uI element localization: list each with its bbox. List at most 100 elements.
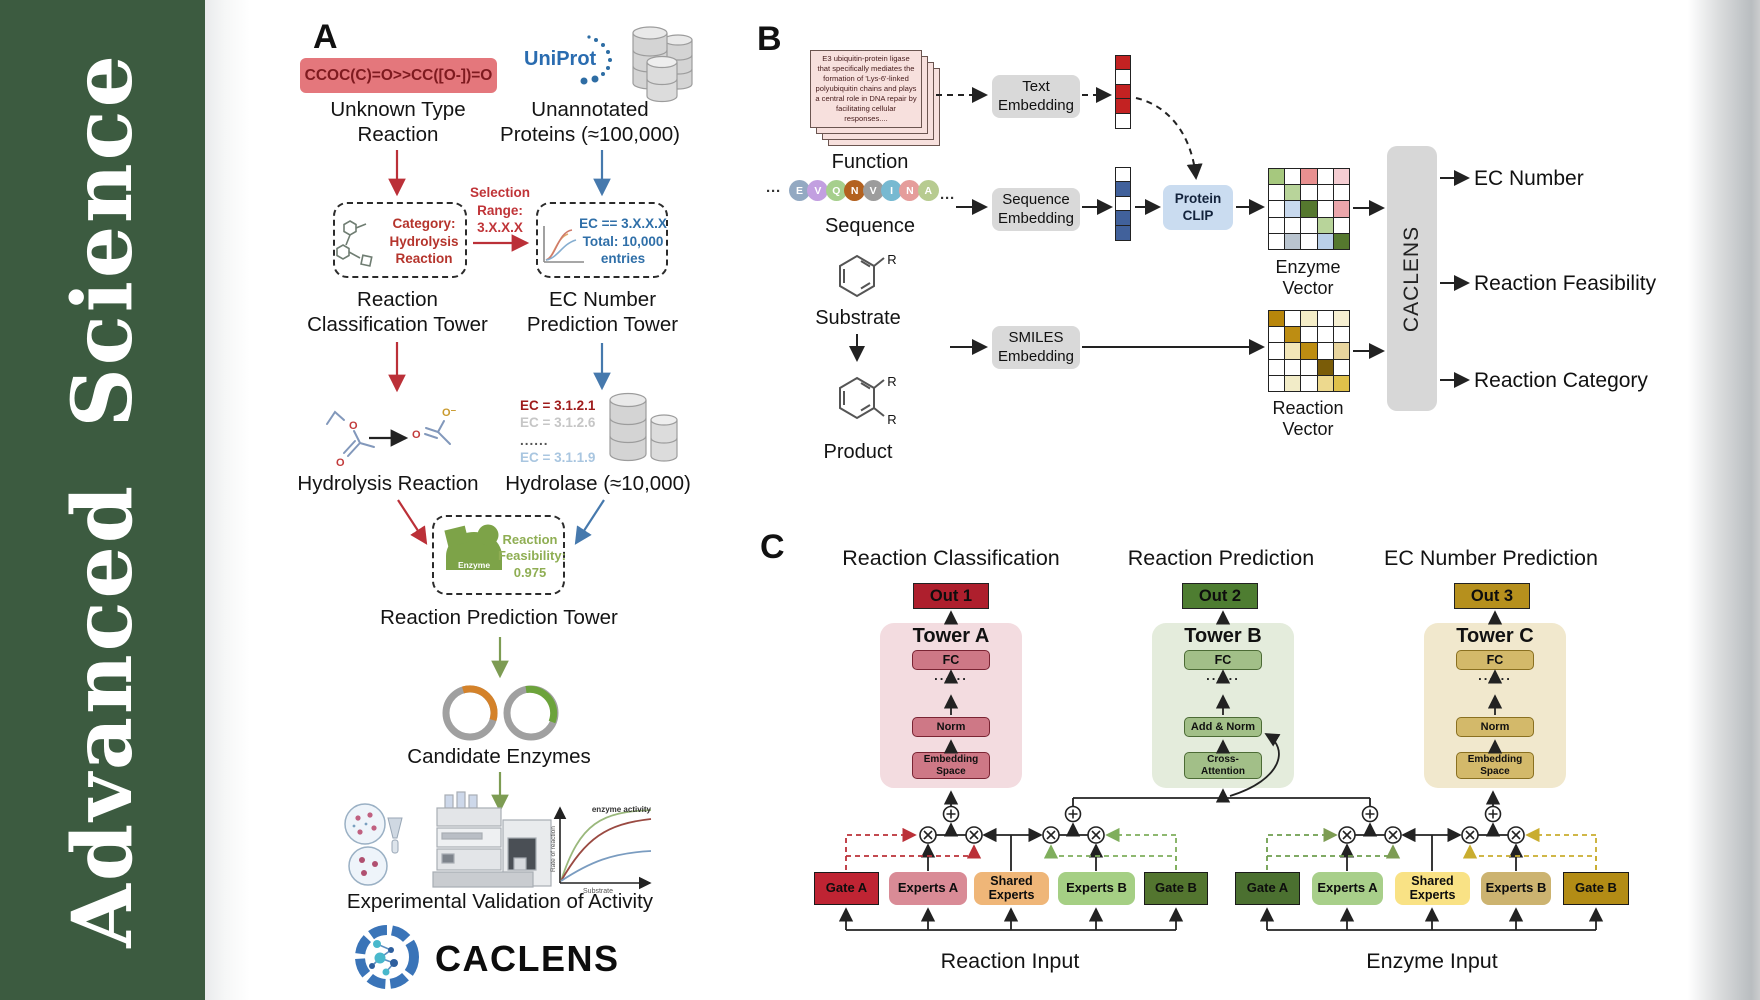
vector-cell [1283, 200, 1302, 218]
panel-c-label: C [760, 528, 785, 566]
selection-range-text: Selection Range: 3.X.X.X [469, 185, 531, 236]
vector-cell [1333, 216, 1351, 235]
reaction-vector-matrix [1267, 309, 1351, 393]
substrate-molecule-icon [839, 254, 885, 298]
tower-c-dots: ...... [1478, 668, 1512, 683]
vector-cell [1316, 309, 1335, 327]
tower-a-norm: Norm [912, 717, 990, 737]
function-card: E3 ubiquitin-protein ligase that specifi… [810, 50, 922, 128]
vector-cell [1267, 183, 1285, 202]
ec-filter-dashed-box [536, 202, 668, 278]
panel-c-gate-feedback-dashed [845, 827, 1597, 870]
panel-a-arrows [369, 150, 611, 813]
vector-cell [1283, 216, 1302, 235]
ec-entry: EC = 3.1.2.6 [520, 415, 596, 431]
vector-cell [1333, 167, 1351, 185]
vector-cell [1333, 183, 1351, 202]
ec-entry: EC = 3.1.2.1 [520, 398, 596, 413]
reaction-prediction-title: Reaction Prediction [1127, 546, 1315, 570]
tower-c-name: Tower C [1456, 625, 1534, 647]
residue-chip: V [862, 180, 884, 201]
category-text: Category: Hydrolysis Reaction [389, 216, 459, 267]
hydrolysis-reaction-label: Hydrolysis Reaction [297, 472, 479, 495]
reaction-gate-b-box: Gate B [1144, 872, 1208, 905]
residue-chip: V [807, 180, 829, 201]
vector-cell [1267, 233, 1285, 251]
substrate-r-label: R [887, 252, 897, 267]
out-2-box: Out 2 [1182, 583, 1258, 609]
vector-cell [1300, 309, 1318, 327]
vector-cell [1267, 325, 1285, 344]
molecule-cluster-icon [336, 220, 373, 267]
vector-cell [1333, 358, 1351, 377]
enzyme-icon [444, 524, 502, 570]
svg-text:O: O [336, 457, 345, 469]
curves-plot-icon [543, 226, 584, 263]
svg-text:O: O [412, 429, 421, 441]
enzyme-chip-label: Enzyme [457, 560, 491, 570]
panel-a-label: A [313, 18, 338, 56]
residue-chip: E [789, 180, 810, 201]
vector-cell [1300, 358, 1318, 377]
panel-b-arrows [849, 87, 1470, 388]
sequence-label: Sequence [824, 215, 916, 237]
ec-entry: EC = 3.1.1.9 [520, 449, 596, 465]
out-3-box: Out 3 [1454, 583, 1530, 609]
enzyme-experts-b-box: Experts B [1481, 872, 1551, 905]
graph-xlabel: Substrate [583, 888, 613, 895]
vector-cell [1267, 216, 1285, 235]
vector-cell [1316, 200, 1335, 218]
hplc-instrument-icon [432, 791, 552, 888]
tower-b-cross-attention: Cross- Attention [1184, 752, 1262, 779]
ec-number-prediction-tower-label: EC Number Prediction Tower [526, 288, 679, 336]
vector-cell [1300, 167, 1318, 185]
vector-cell [1267, 167, 1285, 185]
sequence-embedding-vector [1115, 167, 1131, 241]
enzyme-shared-experts-box: Shared Experts [1395, 872, 1470, 905]
reaction-experts-a-box: Experts A [889, 872, 967, 905]
uniprot-dotted-swirl-icon [580, 35, 612, 85]
vector-cell [1300, 375, 1318, 393]
product-label: Product [823, 441, 893, 463]
journal-sidebar: Advanced Science [0, 0, 205, 1000]
enzyme-gate-b-box: Gate B [1563, 872, 1629, 905]
vector-cell [1283, 183, 1302, 202]
residue-chip: N [844, 180, 866, 201]
svg-text:O⁻: O⁻ [442, 407, 457, 419]
reaction-input-label: Reaction Input [940, 949, 1080, 973]
vector-cell [1316, 183, 1335, 202]
residue-chip: I [881, 180, 903, 201]
vector-cell [1316, 233, 1335, 251]
tower-a-name: Tower A [912, 625, 990, 647]
vector-cell [1316, 216, 1335, 235]
activity-graph-icon: enzyme activity Rate of reaction Substra… [550, 805, 652, 895]
vector-cell [1283, 233, 1302, 251]
product-r-label-top: R [887, 374, 897, 389]
tower-b-dots: ...... [1206, 668, 1240, 683]
category-dashed-box [333, 202, 467, 278]
vector-cell [1267, 309, 1285, 327]
out-1-box: Out 1 [913, 583, 989, 609]
journal-title: Advanced Science [54, 52, 151, 948]
sequence-embedding-box: Sequence Embedding [992, 188, 1080, 231]
enzyme-experts-a-box: Experts A [1312, 872, 1383, 905]
vector-cell [1300, 216, 1318, 235]
vector-cell [1267, 200, 1285, 218]
reaction-classification-tower-label: Reaction Classification Tower [307, 288, 488, 336]
feasibility-dashed-box [432, 515, 565, 595]
enzyme-input-label: Enzyme Input [1366, 949, 1498, 973]
tower-c-norm: Norm [1456, 717, 1534, 737]
vector-cell [1300, 342, 1318, 360]
vector-cell [1300, 233, 1318, 251]
vector-cell [1333, 325, 1351, 344]
vector-cell [1316, 375, 1335, 393]
hydrolase-label: Hydrolase (≈10,000) [505, 472, 691, 495]
vector-cell [1267, 342, 1285, 360]
vector-cell [1115, 224, 1131, 241]
unannotated-proteins-label: Unannotated Proteins (≈100,000) [500, 98, 680, 146]
acetate-molecule-icon: O⁻ O [412, 407, 457, 445]
vector-cell [1333, 309, 1351, 327]
caclens-model-label: CACLENS [1400, 225, 1424, 332]
